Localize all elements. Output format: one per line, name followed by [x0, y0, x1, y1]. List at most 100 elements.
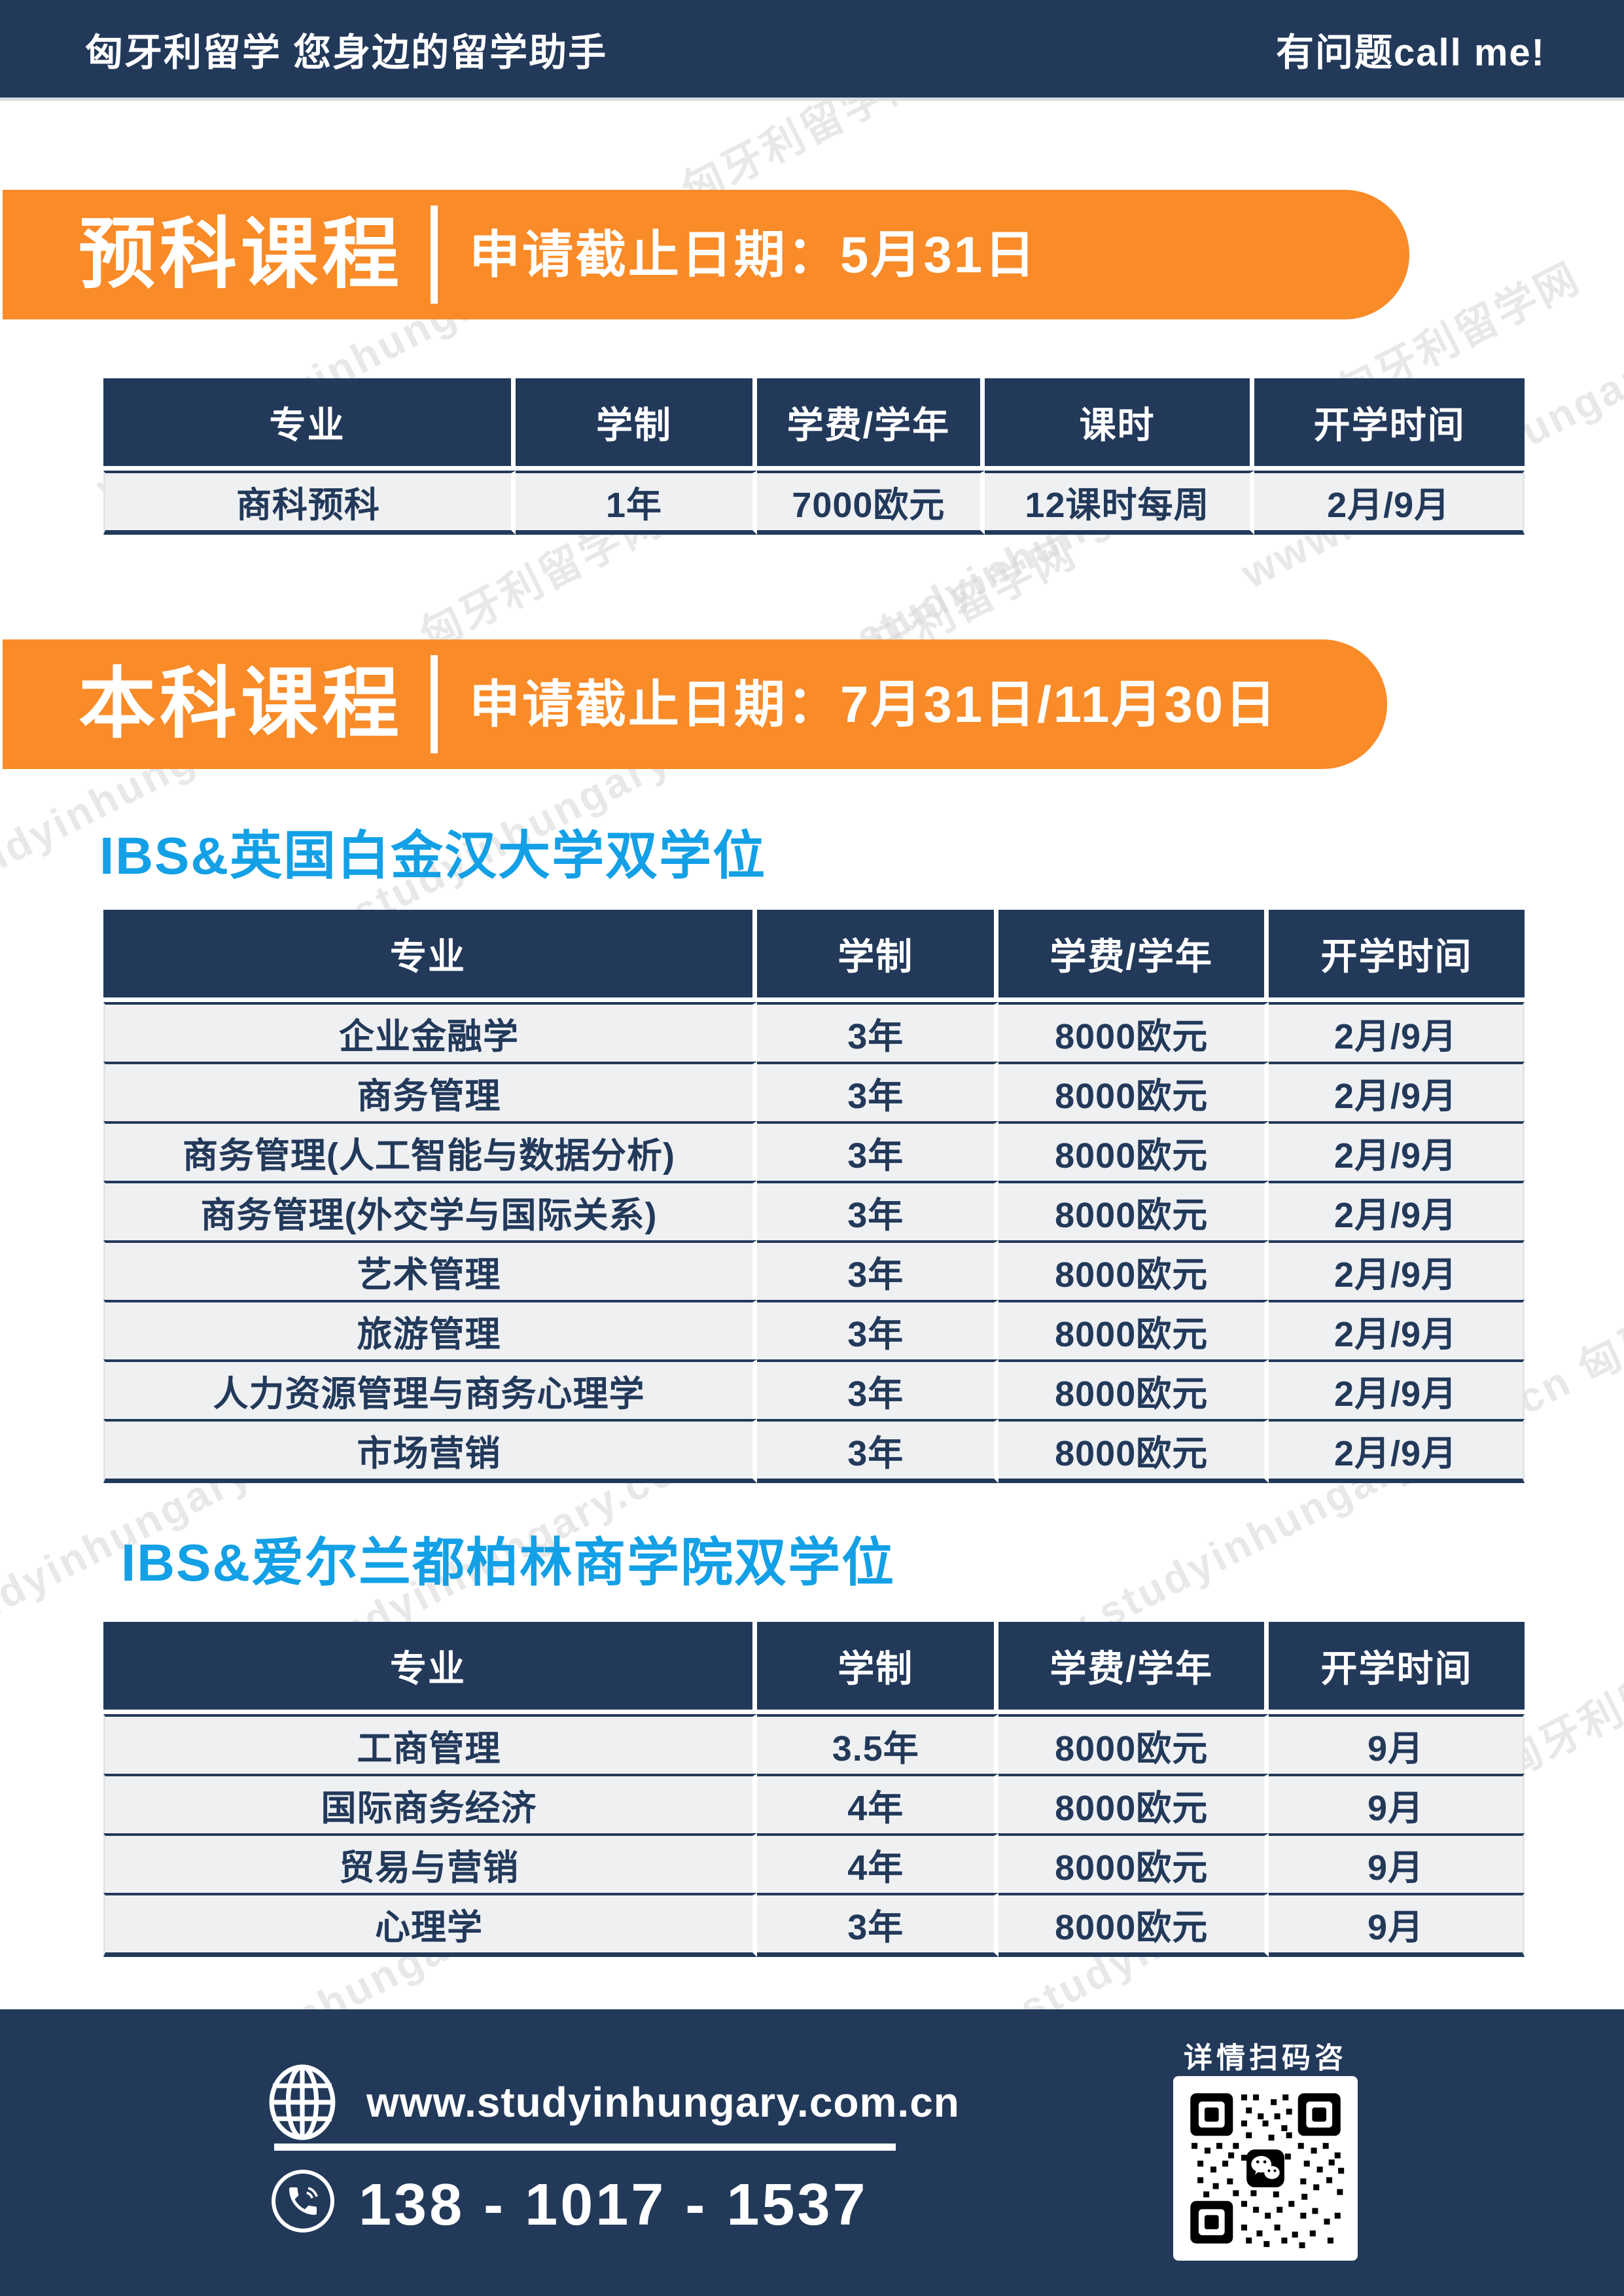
top-bar-callme: 有问题call me!	[1276, 31, 1545, 74]
cell-duration: 4年	[757, 1833, 999, 1893]
cell-start: 2月/9月	[1254, 471, 1525, 535]
cell-start: 9月	[1269, 1833, 1525, 1893]
table-header-row: 专业 学制 学费/学年 开学时间	[103, 1622, 1525, 1714]
col-header-major: 专业	[103, 910, 758, 1002]
footer: www.studyinhungary.com.cn 138 - 1017 - 1…	[0, 2009, 1624, 2296]
foundation-course-table: 专业 学制 学费/学年 课时 开学时间 商科预科 1年 7000欧元 12课时每…	[103, 378, 1525, 535]
cell-tuition: 8000欧元	[998, 1240, 1269, 1300]
table-row: 商务管理 3年 8000欧元 2月/9月	[103, 1062, 1525, 1121]
table-row: 商务管理(外交学与国际关系) 3年 8000欧元 2月/9月	[103, 1181, 1525, 1240]
cell-tuition: 8000欧元	[998, 1121, 1269, 1181]
cell-major: 贸易与营销	[103, 1833, 758, 1893]
col-header-tuition: 学费/学年	[998, 910, 1269, 1002]
cell-tuition: 8000欧元	[998, 1181, 1269, 1240]
cell-major: 商科预科	[103, 471, 516, 535]
table-row: 人力资源管理与商务心理学 3年 8000欧元 2月/9月	[103, 1359, 1525, 1419]
cell-duration: 3年	[757, 1002, 999, 1062]
col-header-start: 开学时间	[1269, 1622, 1525, 1714]
cell-major: 旅游管理	[103, 1300, 758, 1359]
cell-start: 2月/9月	[1269, 1121, 1525, 1181]
cell-major: 商务管理(人工智能与数据分析)	[103, 1121, 758, 1181]
wechat-icon	[1246, 2149, 1284, 2187]
cell-start: 9月	[1269, 1893, 1525, 1957]
col-header-duration: 学制	[515, 378, 758, 471]
cell-tuition: 8000欧元	[998, 1300, 1269, 1359]
col-header-major: 专业	[103, 1622, 758, 1714]
cell-duration: 3年	[757, 1359, 999, 1419]
cell-major: 市场营销	[103, 1419, 758, 1483]
qr-code[interactable]	[1173, 2076, 1358, 2261]
cell-duration: 3年	[757, 1300, 999, 1359]
table-row: 心理学 3年 8000欧元 9月	[103, 1893, 1525, 1957]
col-header-tuition: 学费/学年	[757, 378, 985, 471]
cell-tuition: 8000欧元	[998, 1359, 1269, 1419]
banner-separator	[431, 655, 438, 753]
banner-foundation-courses: 预科课程 申请截止日期：5月31日	[3, 190, 1409, 319]
cell-major: 企业金融学	[103, 1002, 758, 1062]
footer-divider	[274, 2144, 896, 2151]
banner-deadline: 申请截止日期：5月31日	[469, 226, 1038, 283]
table-row: 艺术管理 3年 8000欧元 2月/9月	[103, 1240, 1525, 1300]
cell-major: 商务管理	[103, 1062, 758, 1121]
cell-tuition: 8000欧元	[998, 1419, 1269, 1483]
top-bar-slogan: 匈牙利留学 您身边的留学助手	[85, 31, 608, 74]
section-title-dublin: IBS&爱尔兰都柏林商学院双学位	[121, 1534, 896, 1592]
cell-start: 2月/9月	[1269, 1002, 1525, 1062]
cell-duration: 3年	[757, 1240, 999, 1300]
banner-deadline: 申请截止日期：7月31日/11月30日	[469, 675, 1279, 733]
cell-start: 2月/9月	[1269, 1300, 1525, 1359]
cell-duration: 3年	[757, 1062, 999, 1121]
cell-tuition: 8000欧元	[998, 1833, 1269, 1893]
col-header-duration: 学制	[757, 910, 999, 1002]
cell-duration: 3年	[757, 1893, 999, 1957]
table-row: 贸易与营销 4年 8000欧元 9月	[103, 1833, 1525, 1893]
cell-tuition: 8000欧元	[998, 1714, 1269, 1774]
cell-start: 2月/9月	[1269, 1419, 1525, 1483]
cell-start: 2月/9月	[1269, 1240, 1525, 1300]
cell-major: 商务管理(外交学与国际关系)	[103, 1181, 758, 1240]
banner-separator	[431, 206, 438, 304]
buckingham-degree-table: 专业 学制 学费/学年 开学时间 企业金融学 3年 8000欧元 2月/9月 商…	[103, 910, 1525, 1483]
cell-tuition: 8000欧元	[998, 1893, 1269, 1957]
cell-duration: 3年	[757, 1121, 999, 1181]
cell-duration: 4年	[757, 1774, 999, 1833]
table-row: 旅游管理 3年 8000欧元 2月/9月	[103, 1300, 1525, 1359]
col-header-start: 开学时间	[1254, 378, 1525, 471]
cell-major: 人力资源管理与商务心理学	[103, 1359, 758, 1419]
cell-tuition: 8000欧元	[998, 1774, 1269, 1833]
banner-bachelor-courses: 本科课程 申请截止日期：7月31日/11月30日	[3, 639, 1387, 769]
table-header-row: 专业 学制 学费/学年 课时 开学时间	[103, 378, 1525, 471]
globe-icon	[269, 2064, 336, 2140]
col-header-hours: 课时	[984, 378, 1255, 471]
banner-title: 预科课程	[79, 211, 404, 298]
cell-tuition: 7000欧元	[757, 471, 985, 535]
cell-major: 心理学	[103, 1893, 758, 1957]
col-header-duration: 学制	[757, 1622, 999, 1714]
website-url[interactable]: www.studyinhungary.com.cn	[366, 2079, 960, 2126]
col-header-tuition: 学费/学年	[998, 1622, 1269, 1714]
cell-tuition: 8000欧元	[998, 1002, 1269, 1062]
banner-title: 本科课程	[79, 661, 404, 747]
table-row: 企业金融学 3年 8000欧元 2月/9月	[103, 1002, 1525, 1062]
phone-number[interactable]: 138 - 1017 - 1537	[359, 2172, 868, 2238]
phone-icon	[272, 2170, 334, 2233]
col-header-start: 开学时间	[1269, 910, 1525, 1002]
table-header-row: 专业 学制 学费/学年 开学时间	[103, 910, 1525, 1002]
cell-duration: 3年	[757, 1181, 999, 1240]
top-bar: 匈牙利留学 您身边的留学助手 有问题call me!	[0, 0, 1624, 101]
cell-tuition: 8000欧元	[998, 1062, 1269, 1121]
cell-duration: 3.5年	[757, 1714, 999, 1774]
table-row: 国际商务经济 4年 8000欧元 9月	[103, 1774, 1525, 1833]
table-row: 市场营销 3年 8000欧元 2月/9月	[103, 1419, 1525, 1483]
section-title-buckingham: IBS&英国白金汉大学双学位	[99, 827, 767, 885]
col-header-major: 专业	[103, 378, 516, 471]
cell-duration: 3年	[757, 1419, 999, 1483]
cell-start: 2月/9月	[1269, 1062, 1525, 1121]
cell-duration: 1年	[515, 471, 758, 535]
cell-start: 2月/9月	[1269, 1359, 1525, 1419]
cell-hours: 12课时每周	[984, 471, 1255, 535]
dublin-degree-table: 专业 学制 学费/学年 开学时间 工商管理 3.5年 8000欧元 9月 国际商…	[103, 1622, 1525, 1957]
table-row: 商科预科 1年 7000欧元 12课时每周 2月/9月	[103, 471, 1525, 535]
cell-major: 艺术管理	[103, 1240, 758, 1300]
cell-start: 9月	[1269, 1714, 1525, 1774]
